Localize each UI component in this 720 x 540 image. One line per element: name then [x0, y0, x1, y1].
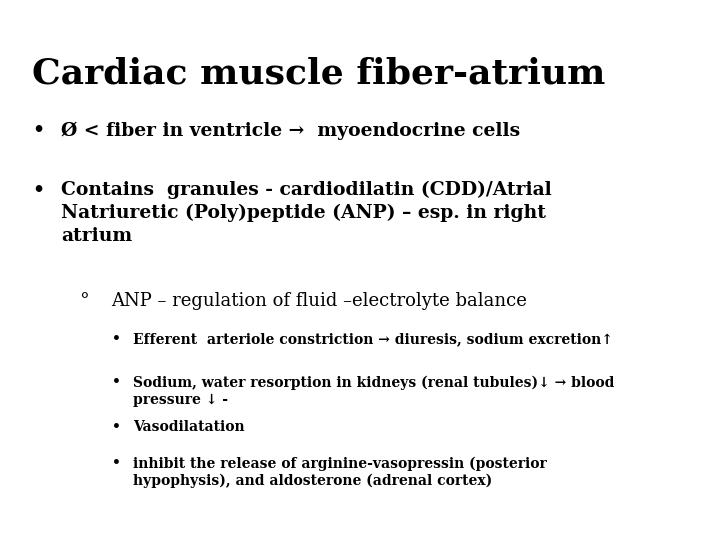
Text: ANP – regulation of fluid –electrolyte balance: ANP – regulation of fluid –electrolyte b… [112, 292, 528, 309]
Text: •: • [112, 332, 120, 346]
Text: inhibit the release of arginine-vasopressin (posterior
hypophysis), and aldoster: inhibit the release of arginine-vasopres… [133, 456, 547, 489]
Text: •: • [32, 122, 45, 139]
Text: °: ° [79, 292, 89, 309]
Text: Vasodilatation: Vasodilatation [133, 420, 245, 434]
Text: •: • [112, 420, 120, 434]
Text: Sodium, water resorption in kidneys (renal tubules)↓ → blood
pressure ↓ -: Sodium, water resorption in kidneys (ren… [133, 375, 615, 407]
Text: Contains  granules - cardiodilatin (CDD)/Atrial
Natriuretic (Poly)peptide (ANP) : Contains granules - cardiodilatin (CDD)/… [61, 181, 552, 245]
Text: •: • [112, 456, 120, 470]
Text: Cardiac muscle fiber-atrium: Cardiac muscle fiber-atrium [32, 57, 606, 91]
Text: Efferent  arteriole constriction → diuresis, sodium excretion↑: Efferent arteriole constriction → diures… [133, 332, 613, 346]
Text: •: • [32, 181, 45, 199]
Text: Ø < fiber in ventricle →  myoendocrine cells: Ø < fiber in ventricle → myoendocrine ce… [61, 122, 521, 140]
Text: •: • [112, 375, 120, 389]
